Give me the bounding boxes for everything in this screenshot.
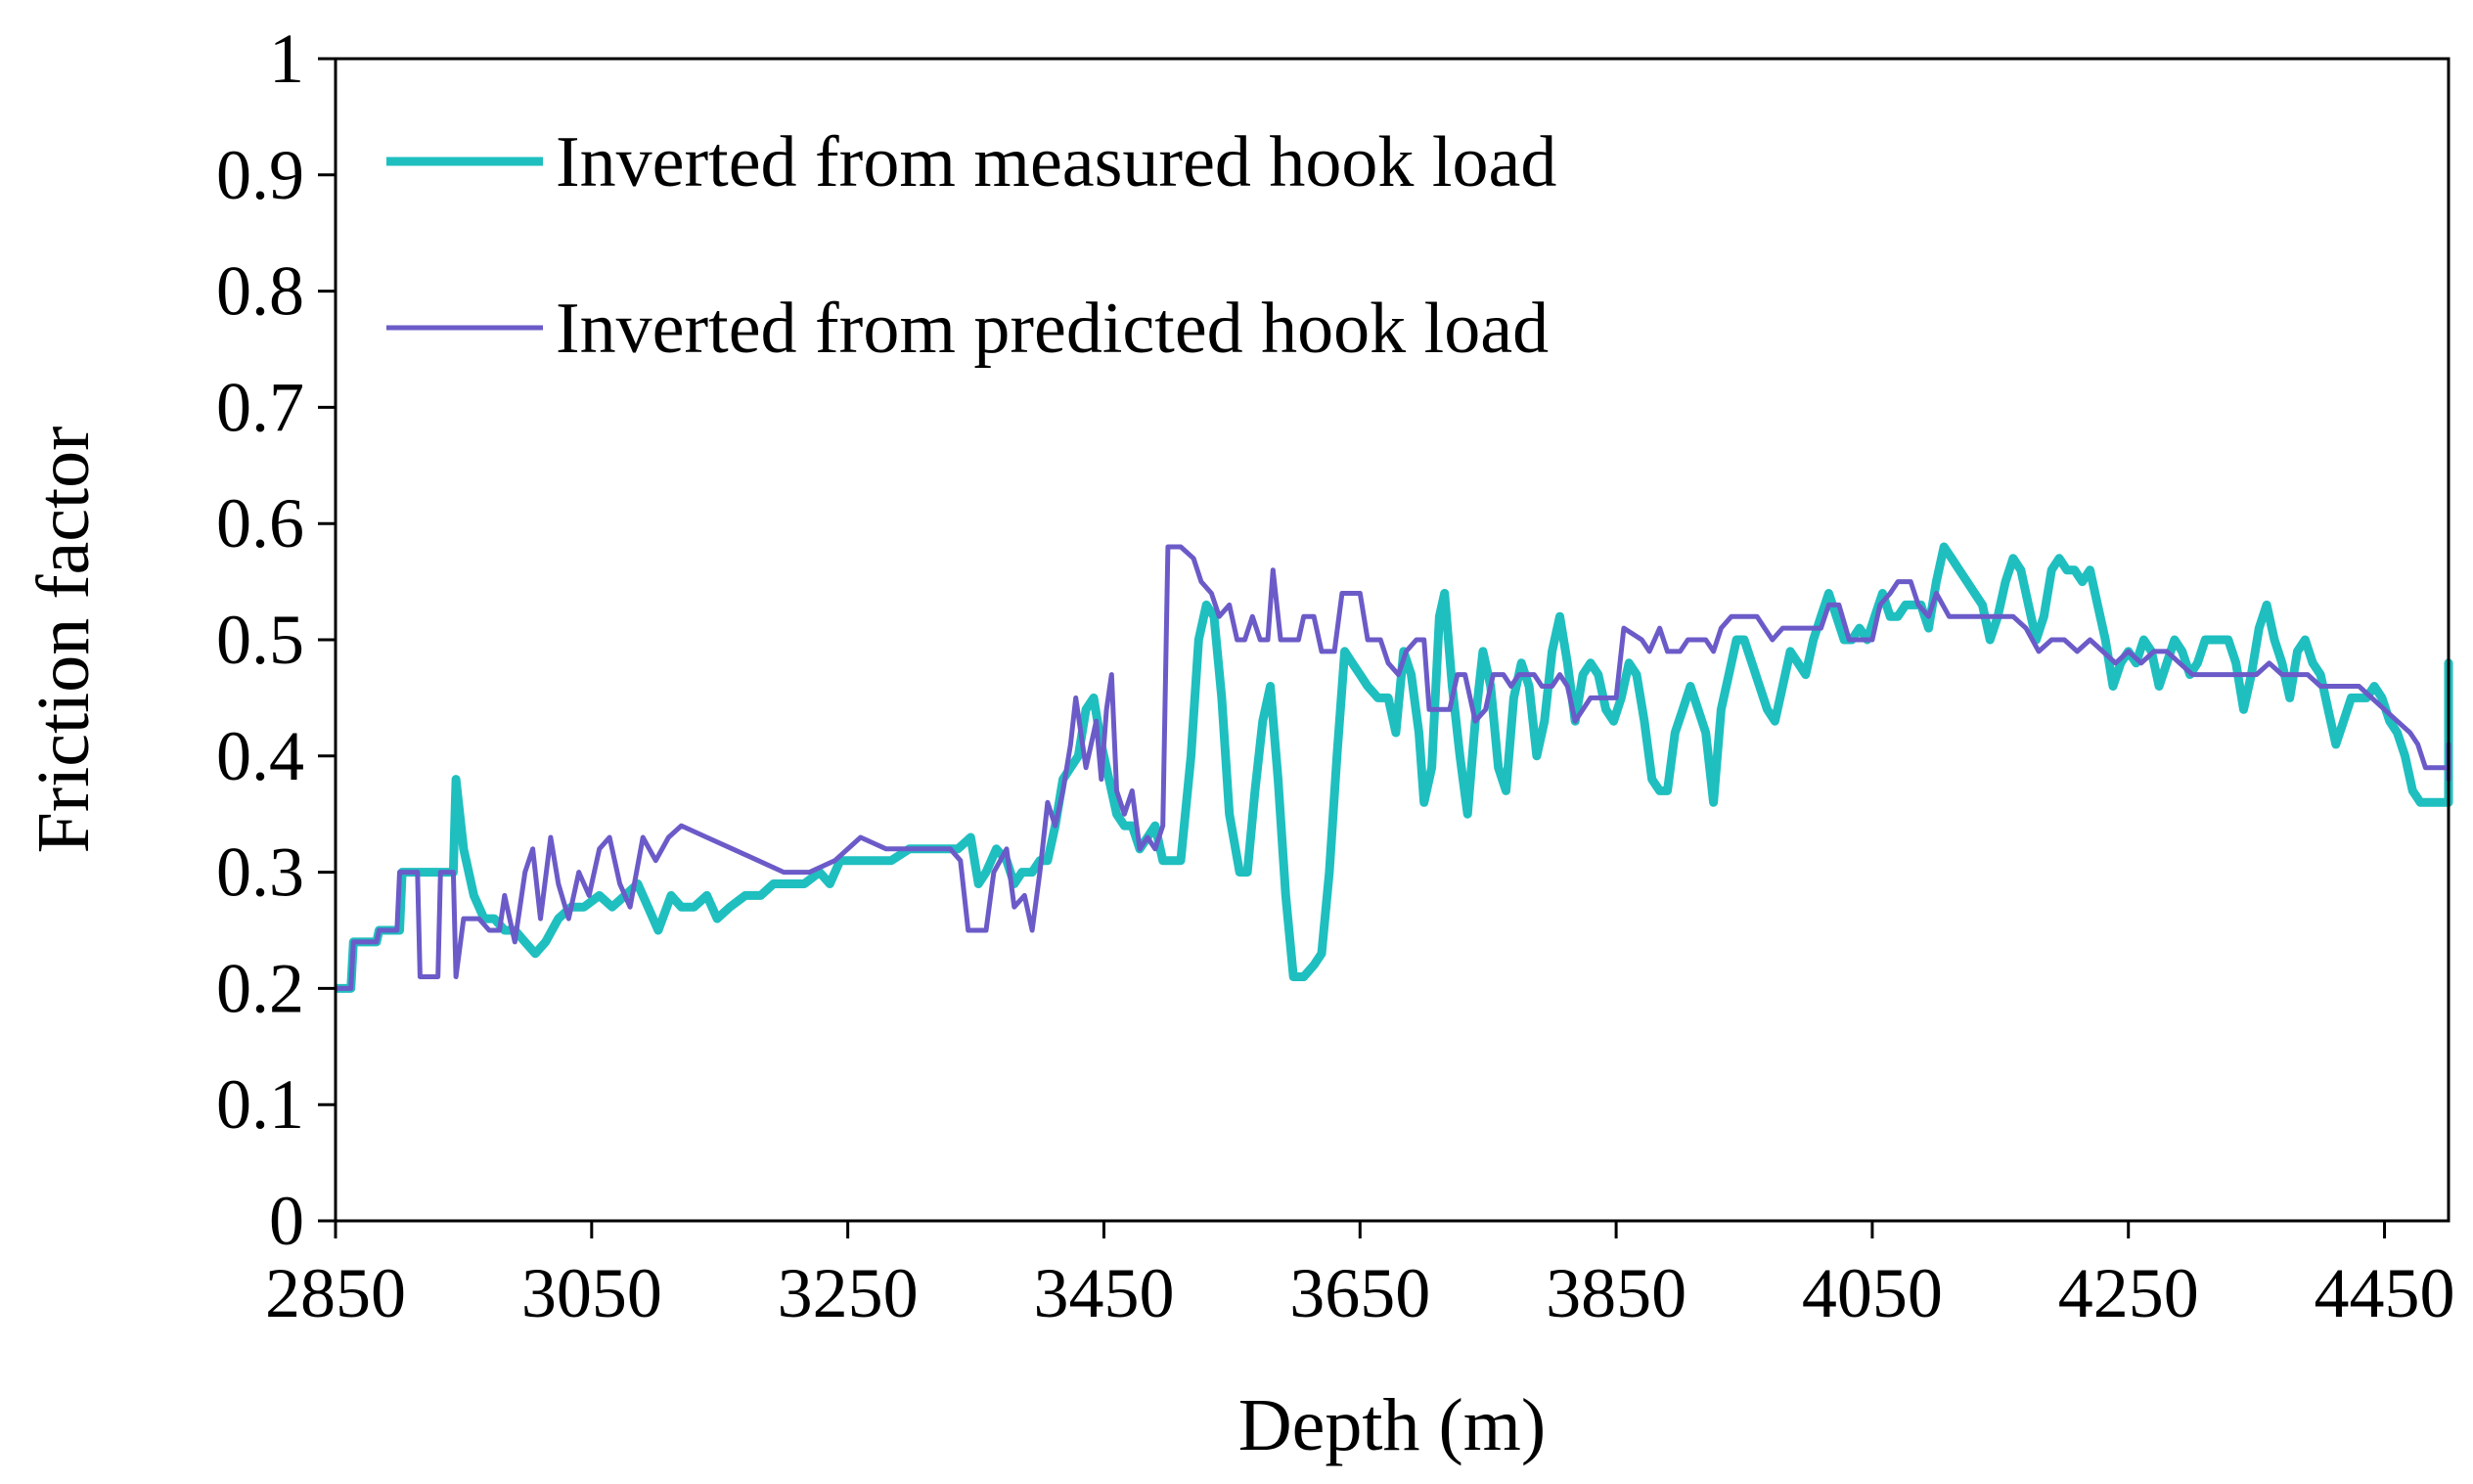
y-tick-label: 0.6 bbox=[216, 484, 304, 562]
y-tick-label: 0.1 bbox=[216, 1065, 304, 1144]
series-layer bbox=[336, 542, 2453, 993]
x-tick-label: 3850 bbox=[1546, 1254, 1686, 1332]
y-tick-label: 0.2 bbox=[216, 949, 304, 1027]
y-tick-label: 0.3 bbox=[216, 833, 304, 912]
legend-label-predicted: Inverted from predicted hook load bbox=[556, 289, 1549, 369]
y-tick-label: 0.8 bbox=[216, 252, 304, 331]
legend-label-measured: Inverted from measured hook load bbox=[556, 122, 1556, 202]
y-tick-label: 0.4 bbox=[216, 717, 304, 795]
x-tick-label: 3650 bbox=[1289, 1254, 1430, 1332]
y-tick-label: 0.9 bbox=[216, 136, 304, 214]
series-line-1 bbox=[336, 544, 2451, 991]
axes-layer: 0 0.1 0.2 0.3 0.4 0.5 0.6 0.7 0.8 0.9 1 2850 3050 325… bbox=[216, 20, 2455, 1332]
y-tick-label: 0 bbox=[269, 1182, 304, 1260]
x-tick-label: 4050 bbox=[1802, 1254, 1943, 1332]
y-tick-label: 0.7 bbox=[216, 368, 304, 446]
x-tick-label: 4450 bbox=[2315, 1254, 2455, 1332]
series-line-0 bbox=[336, 542, 2453, 993]
x-tick-label: 3450 bbox=[1033, 1254, 1174, 1332]
y-axis-title: Friction factor bbox=[22, 427, 105, 854]
y-tick-label: 1 bbox=[269, 20, 304, 98]
plot-frame bbox=[334, 57, 2451, 1223]
x-tick-label: 2850 bbox=[265, 1254, 406, 1332]
x-tick-label: 3050 bbox=[521, 1254, 662, 1332]
x-axis-title: Depth (m) bbox=[1238, 1384, 1546, 1466]
x-tick-label: 3250 bbox=[778, 1254, 919, 1332]
legend: Inverted from measured hook load Inverte… bbox=[386, 122, 1556, 369]
x-tick-label: 4250 bbox=[2058, 1254, 2199, 1332]
y-tick-label: 0.5 bbox=[216, 601, 304, 679]
